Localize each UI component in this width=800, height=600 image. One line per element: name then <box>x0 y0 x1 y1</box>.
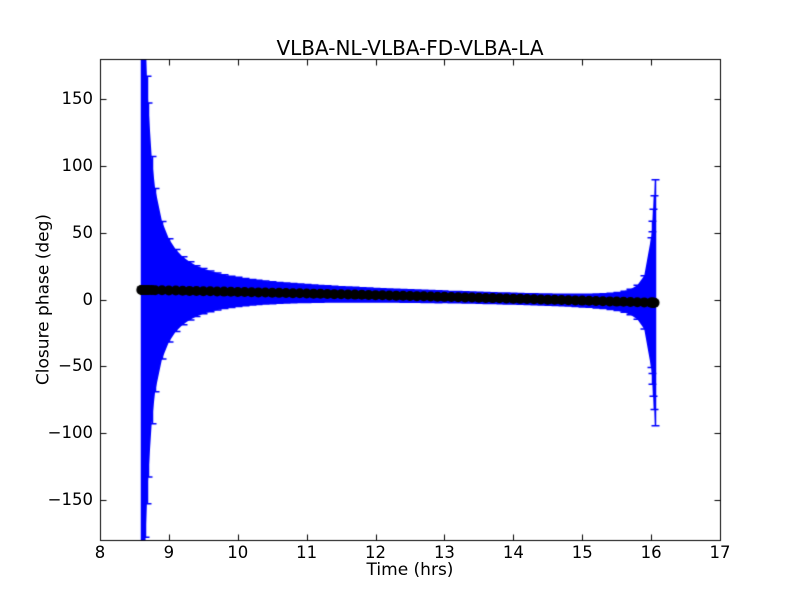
y-tick-label: 100 <box>61 155 94 175</box>
y-tick-label: 50 <box>72 222 93 242</box>
x-tick-label: 10 <box>227 543 249 562</box>
chart-title: VLBA-NL-VLBA-FD-VLBA-LA <box>276 36 544 60</box>
x-tick-label: 14 <box>502 543 524 562</box>
x-tick-label: 16 <box>640 543 662 562</box>
x-tick-label: 15 <box>571 543 593 562</box>
y-tick-label: −50 <box>58 356 93 376</box>
y-tick-label: −100 <box>47 423 93 443</box>
y-tick-label: 0 <box>82 289 94 309</box>
x-tick-label: 13 <box>433 543 455 562</box>
x-tick-label: 9 <box>163 543 175 562</box>
x-axis-label: Time (hrs) <box>366 560 454 580</box>
x-tick-label: 12 <box>365 543 387 562</box>
x-tick-label: 8 <box>94 543 106 562</box>
y-tick-label: 150 <box>61 89 94 109</box>
y-tick-label: −150 <box>47 489 93 509</box>
x-tick-label: 11 <box>296 543 318 562</box>
x-tick-label: 17 <box>709 543 731 562</box>
